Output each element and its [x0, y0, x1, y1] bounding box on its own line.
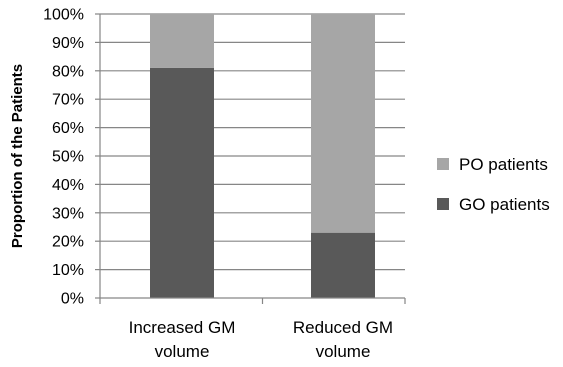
y-tick-label: 100% — [43, 7, 84, 24]
y-tick-label: 0% — [61, 291, 84, 308]
y-tick-label: 50% — [52, 149, 84, 166]
legend-swatch — [437, 198, 449, 210]
x-category-label: Reduced GM volume — [293, 318, 393, 361]
x-category-labels: Increased GM volume Reduced GM volume — [129, 318, 393, 361]
x-category-label: Increased GM volume — [129, 318, 236, 361]
y-tick-label: 70% — [52, 92, 84, 109]
bar-segment — [150, 67, 214, 299]
y-axis-label: Proportion of the Patients — [9, 64, 26, 248]
bar-segment — [311, 14, 375, 233]
legend-label: PO patients — [459, 155, 548, 174]
bars — [150, 14, 375, 299]
y-tick-label: 60% — [52, 120, 84, 137]
y-tick-label: 90% — [52, 35, 84, 52]
y-tick-label: 10% — [52, 262, 84, 279]
y-tick-labels: 0% 10% 20% 30% 40% 50% 60% 70% 80% 90% 100% — [43, 7, 84, 308]
y-tick-label: 30% — [52, 205, 84, 222]
legend-swatch — [437, 158, 449, 170]
legend: PO patients GO patients — [437, 155, 550, 214]
axes — [99, 14, 406, 304]
y-tick-label: 80% — [52, 63, 84, 80]
bar-segment — [150, 14, 214, 68]
bar-segment — [311, 232, 375, 298]
y-tick-label: 40% — [52, 177, 84, 194]
legend-label: GO patients — [459, 195, 550, 214]
y-tick-label: 20% — [52, 234, 84, 251]
